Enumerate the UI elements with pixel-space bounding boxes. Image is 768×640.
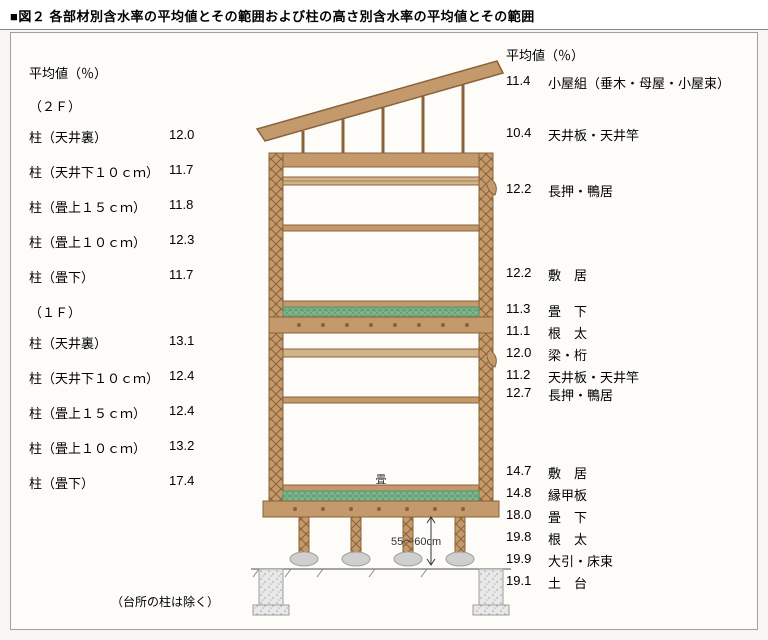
- row-value: 19.8: [506, 529, 548, 548]
- figure-prefix: ■図２: [10, 9, 45, 24]
- floor-2f-label: （２Ｆ）: [29, 96, 259, 115]
- row-label: 長押・鴨居: [548, 181, 756, 200]
- left-column: 平均値（％） （２Ｆ） 柱（天井裏）12.0柱（天井下１０ｃｍ）11.7柱（畳上…: [29, 63, 259, 508]
- row-value: 13.2: [169, 438, 219, 457]
- table-row: 柱（畳下）11.7: [29, 267, 259, 286]
- table-row: 12.2敷 居: [506, 265, 756, 284]
- table-row: 18.0畳 下: [506, 507, 756, 526]
- table-row: 柱（畳上１０ｃｍ）13.2: [29, 438, 259, 457]
- left-header: 平均値（％）: [29, 63, 259, 82]
- row-value: 17.4: [169, 473, 219, 492]
- table-row: 柱（畳上１０ｃｍ）12.3: [29, 232, 259, 251]
- row-value: 19.1: [506, 573, 548, 592]
- row-label: 天井板・天井竿: [548, 367, 756, 386]
- rows-1f: 柱（天井裏）13.1柱（天井下１０ｃｍ）12.4柱（畳上１５ｃｍ）12.4柱（畳…: [29, 333, 259, 492]
- row-label: 柱（畳上１０ｃｍ）: [29, 232, 169, 251]
- table-row: 19.8根 太: [506, 529, 756, 548]
- table-row: 14.7敷 居: [506, 463, 756, 482]
- row-value: 11.4: [506, 73, 548, 92]
- figure-title-text: 各部材別含水率の平均値とその範囲および柱の高さ別含水率の平均値とその範囲: [49, 9, 534, 24]
- row-value: 12.2: [506, 181, 548, 200]
- row-value: 14.8: [506, 485, 548, 504]
- table-row: 12.7長押・鴨居: [506, 385, 756, 404]
- row-value: 12.4: [169, 403, 219, 422]
- row-label: 柱（畳上１０ｃｍ）: [29, 438, 169, 457]
- table-row: 柱（畳上１５ｃｍ）12.4: [29, 403, 259, 422]
- row-label: 大引・床束: [548, 551, 756, 570]
- row-value: 12.3: [169, 232, 219, 251]
- row-label: 柱（天井裏）: [29, 333, 169, 352]
- row-label: 梁・桁: [548, 345, 756, 364]
- row-label: 縁甲板: [548, 485, 756, 504]
- row-label: 敷 居: [548, 265, 756, 284]
- figure-frame: 平均値（％） （２Ｆ） 柱（天井裏）12.0柱（天井下１０ｃｍ）11.7柱（畳上…: [10, 32, 758, 630]
- row-value: 10.4: [506, 125, 548, 144]
- table-row: 柱（畳上１５ｃｍ）11.8: [29, 197, 259, 216]
- row-label: 長押・鴨居: [548, 385, 756, 404]
- row-label: 土 台: [548, 573, 756, 592]
- table-row: 柱（天井裏）13.1: [29, 333, 259, 352]
- table-row: 12.0梁・桁: [506, 345, 756, 364]
- table-row: 19.1土 台: [506, 573, 756, 592]
- row-value: 11.7: [169, 267, 219, 286]
- row-label: 柱（天井裏）: [29, 127, 169, 146]
- row-value: 19.9: [506, 551, 548, 570]
- footnote: （台所の柱は除く）: [111, 593, 219, 610]
- rows-2f: 柱（天井裏）12.0柱（天井下１０ｃｍ）11.7柱（畳上１５ｃｍ）11.8柱（畳…: [29, 127, 259, 286]
- house-diagram: 畳: [251, 49, 511, 619]
- table-row: 10.4天井板・天井竿: [506, 125, 756, 144]
- right-group: 11.4小屋組（垂木・母屋・小屋束）: [506, 73, 756, 101]
- row-label: 柱（畳上１５ｃｍ）: [29, 403, 169, 422]
- row-label: 天井板・天井竿: [548, 125, 756, 144]
- row-label: 根 太: [548, 529, 756, 548]
- right-group: 10.4天井板・天井竿: [506, 125, 756, 153]
- svg-text:畳: 畳: [376, 473, 387, 486]
- row-value: 18.0: [506, 507, 548, 526]
- right-group: 14.7敷 居14.8縁甲板18.0畳 下19.8根 太19.9大引・床束19.…: [506, 463, 756, 595]
- row-label: 畳 下: [548, 507, 756, 526]
- table-row: 柱（天井下１０ｃｍ）11.7: [29, 162, 259, 181]
- floor-1f-label: （１Ｆ）: [29, 302, 259, 321]
- right-column: 平均値（％） 11.4小屋組（垂木・母屋・小屋束）10.4天井板・天井竿12.2…: [506, 45, 756, 78]
- row-value: 12.7: [506, 385, 548, 404]
- table-row: 19.9大引・床束: [506, 551, 756, 570]
- row-value: 12.0: [169, 127, 219, 146]
- row-label: 柱（畳上１５ｃｍ）: [29, 197, 169, 216]
- right-group: 12.2長押・鴨居: [506, 181, 756, 209]
- row-value: 12.4: [169, 368, 219, 387]
- row-value: 11.8: [169, 197, 219, 216]
- figure-title: ■図２ 各部材別含水率の平均値とその範囲および柱の高さ別含水率の平均値とその範囲: [0, 0, 768, 30]
- table-row: 11.2天井板・天井竿: [506, 367, 756, 386]
- table-row: 11.1根 太: [506, 323, 756, 342]
- right-group: 12.2敷 居: [506, 265, 756, 293]
- row-label: 柱（畳下）: [29, 473, 169, 492]
- right-group: 11.3畳 下11.1根 太12.0梁・桁11.2天井板・天井竿: [506, 301, 756, 389]
- row-label: 畳 下: [548, 301, 756, 320]
- table-row: 11.4小屋組（垂木・母屋・小屋束）: [506, 73, 756, 92]
- table-row: 12.2長押・鴨居: [506, 181, 756, 200]
- table-row: 柱（畳下）17.4: [29, 473, 259, 492]
- right-header: 平均値（％）: [506, 45, 756, 64]
- row-label: 敷 居: [548, 463, 756, 482]
- row-value: 11.7: [169, 162, 219, 181]
- row-label: 小屋組（垂木・母屋・小屋束）: [548, 73, 756, 92]
- row-label: 柱（天井下１０ｃｍ）: [29, 368, 169, 387]
- row-value: 11.3: [506, 301, 548, 320]
- row-value: 12.0: [506, 345, 548, 364]
- row-value: 11.1: [506, 323, 548, 342]
- row-label: 柱（天井下１０ｃｍ）: [29, 162, 169, 181]
- dimension-label: 55〜60cm: [391, 536, 441, 548]
- row-value: 13.1: [169, 333, 219, 352]
- table-row: 11.3畳 下: [506, 301, 756, 320]
- row-label: 根 太: [548, 323, 756, 342]
- right-group: 12.7長押・鴨居: [506, 385, 756, 413]
- table-row: 14.8縁甲板: [506, 485, 756, 504]
- row-value: 14.7: [506, 463, 548, 482]
- table-row: 柱（天井裏）12.0: [29, 127, 259, 146]
- row-value: 12.2: [506, 265, 548, 284]
- row-label: 柱（畳下）: [29, 267, 169, 286]
- table-row: 柱（天井下１０ｃｍ）12.4: [29, 368, 259, 387]
- row-value: 11.2: [506, 367, 548, 386]
